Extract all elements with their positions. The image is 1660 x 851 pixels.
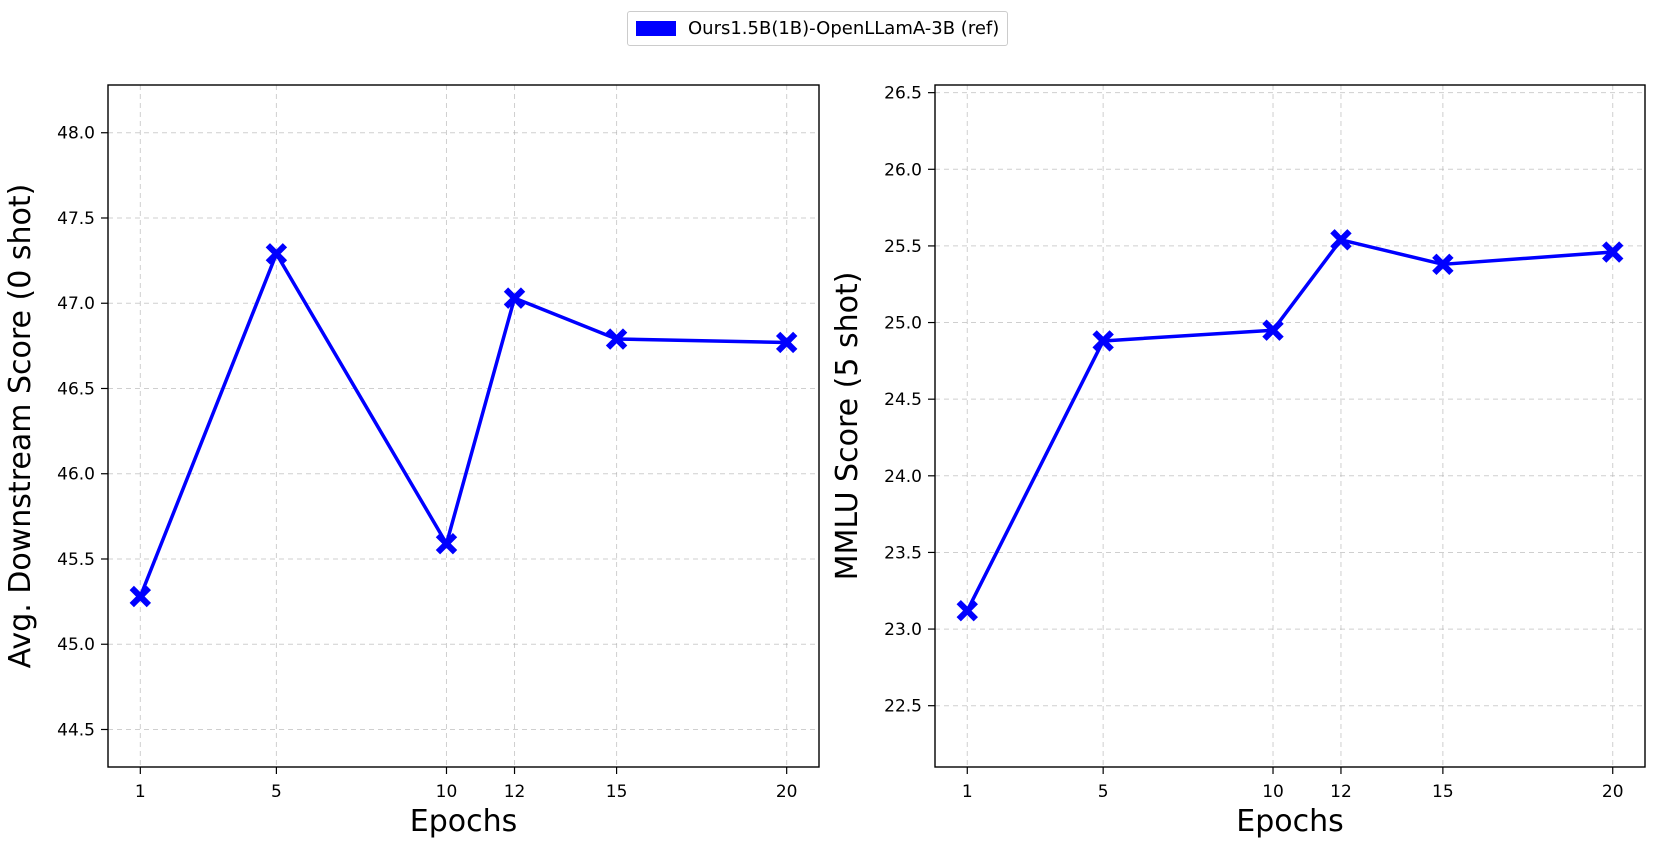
data-point-marker xyxy=(265,243,288,265)
y-tick-label: 45.0 xyxy=(57,635,95,655)
data-point-marker xyxy=(1092,330,1114,352)
right-x-axis-title: Epochs xyxy=(1236,804,1344,839)
y-tick-label: 47.5 xyxy=(57,209,95,229)
data-point-marker xyxy=(129,585,152,608)
x-tick-label: 5 xyxy=(271,782,282,802)
x-tick-label: 5 xyxy=(1098,782,1109,802)
data-point-marker xyxy=(775,331,798,354)
x-tick-label: 1 xyxy=(962,782,973,802)
data-point-marker xyxy=(1602,241,1624,263)
x-tick-label: 15 xyxy=(606,782,628,802)
data-point-marker xyxy=(1432,253,1454,276)
x-tick-label: 20 xyxy=(776,782,798,802)
x-tick-label: 20 xyxy=(1602,782,1624,802)
data-point-marker xyxy=(1262,319,1284,341)
y-tick-label: 48.0 xyxy=(57,124,95,144)
y-tick-label: 23.0 xyxy=(884,620,922,640)
y-tick-label: 46.5 xyxy=(57,379,95,399)
left-x-axis-title: Epochs xyxy=(410,804,518,839)
right-y-axis-title: MMLU Score (5 shot) xyxy=(830,272,865,581)
y-tick-label: 46.0 xyxy=(57,465,95,485)
x-tick-label: 12 xyxy=(504,782,526,802)
y-tick-label: 47.0 xyxy=(57,294,95,314)
legend-label: Ours1.5B(1B)-OpenLLamA-3B (ref) xyxy=(688,18,1000,39)
left-chart-panel: 1 5 10 12 15 2044.545.045.546.046.547.047.548… xyxy=(3,84,820,839)
right-plot-frame xyxy=(934,84,1646,768)
y-tick-label: 44.5 xyxy=(57,720,95,740)
y-tick-label: 23.5 xyxy=(884,543,922,563)
data-point-marker xyxy=(605,328,628,350)
y-tick-label: 24.5 xyxy=(884,390,922,410)
y-tick-label: 24.0 xyxy=(884,467,922,487)
series-line xyxy=(138,252,787,598)
legend-swatch xyxy=(636,21,676,36)
x-tick-label: 12 xyxy=(1330,782,1352,802)
x-tick-label: 10 xyxy=(436,782,458,802)
y-tick-label: 25.0 xyxy=(884,314,922,334)
data-point-marker xyxy=(503,287,526,309)
x-tick-label: 10 xyxy=(1262,782,1284,802)
left-y-axis-title: Avg. Downstream Score (0 shot) xyxy=(3,184,38,669)
y-tick-label: 22.5 xyxy=(884,697,922,717)
left-plot-frame xyxy=(107,84,820,768)
series-line xyxy=(965,238,1613,612)
legend: Ours1.5B(1B)-OpenLLamA-3B (ref) xyxy=(627,11,1009,46)
y-tick-label: 45.5 xyxy=(57,550,95,570)
x-tick-label: 1 xyxy=(135,782,146,802)
right-chart-panel: 1 5 10 12 15 2022.523.023.524.024.525.025.526… xyxy=(830,84,1646,839)
data-point-marker xyxy=(1330,229,1352,251)
data-point-marker xyxy=(956,599,978,622)
data-point-marker xyxy=(435,532,458,555)
y-tick-label: 26.5 xyxy=(884,84,922,104)
y-tick-label: 26.0 xyxy=(884,160,922,180)
y-tick-label: 25.5 xyxy=(884,237,922,257)
x-tick-label: 15 xyxy=(1432,782,1454,802)
